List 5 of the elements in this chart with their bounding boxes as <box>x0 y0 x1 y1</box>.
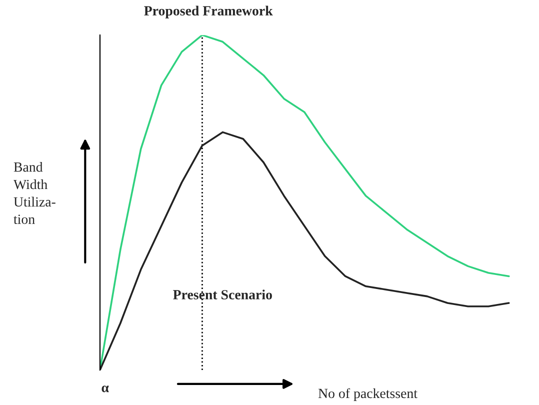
text: α <box>102 386 109 392</box>
y-axis-title: Band Width Utiliza- tion <box>13 162 56 224</box>
series-label: Proposed Framework <box>144 6 273 18</box>
x-axis-title: No of packetssent <box>318 388 418 401</box>
text: Present Scenario <box>173 290 272 300</box>
